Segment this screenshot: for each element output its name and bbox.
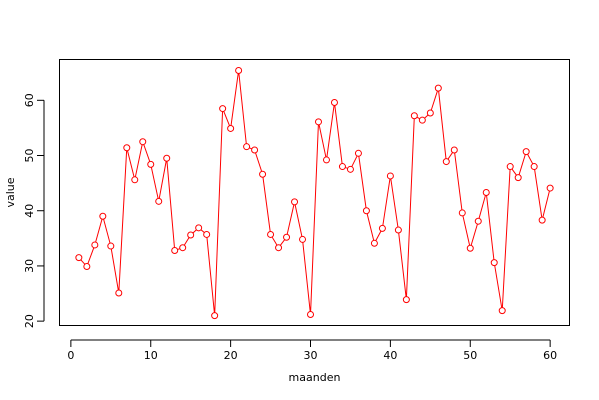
data-point [450,146,458,154]
x-axis: 0 10 20 30 40 50 60 [67,339,557,362]
x-axis-label: maanden [289,371,341,384]
data-point [291,198,299,206]
x-tick-label: 50 [463,349,477,362]
x-tick-label: 60 [543,349,557,362]
data-point [490,259,498,267]
x-tick-label: 30 [304,349,318,362]
data-point [139,138,147,146]
y-axis-label: value [4,177,17,207]
data-point [107,242,115,250]
data-point [426,109,434,117]
data-point [474,217,482,225]
data-point [506,163,514,171]
data-point [187,231,195,239]
data-point [155,197,163,205]
data-point [394,226,402,234]
x-tick-label: 40 [383,349,397,362]
data-point [538,216,546,224]
data-point [203,230,211,238]
data-point [418,116,426,124]
data-point [354,149,362,157]
data-point [211,312,219,320]
data-point [482,189,490,196]
data-point [434,84,442,92]
x-tick-label: 10 [144,349,158,362]
data-point [283,233,291,241]
data-point [307,311,315,319]
data-point [83,262,91,270]
data-point [466,244,474,252]
data-point [402,296,410,304]
data-point [370,239,378,247]
data-point [235,66,243,74]
data-point [123,144,131,152]
y-axis: 20 30 40 50 60 [23,93,45,328]
data-point [75,254,83,262]
data-point [498,307,506,315]
data-point [195,224,203,232]
data-point [115,289,123,297]
data-point [251,146,259,154]
x-tick-label: 0 [67,349,74,362]
y-tick-label: 30 [23,259,36,273]
data-point [362,207,370,215]
data-point [163,154,171,162]
data-point [171,246,179,254]
data-point [147,160,155,168]
data-point [267,230,275,238]
y-tick-label: 20 [23,314,36,328]
data-point [346,165,354,173]
y-tick-label: 40 [23,204,36,218]
data-point [219,105,227,113]
data-point [386,172,394,180]
plot-frame [59,59,570,326]
data-point [530,163,538,171]
data-point [259,170,267,178]
data-point [322,156,330,164]
data-point [546,184,554,192]
data-point [91,241,99,249]
data-point [227,124,235,132]
data-point [179,244,187,252]
data-point [299,235,307,243]
data-point [378,224,386,232]
y-tick-label: 50 [23,149,36,163]
data-point [338,163,346,171]
data-point [442,158,450,166]
data-point [522,148,530,156]
data-point [243,143,251,151]
data-point [514,174,522,182]
x-tick-label: 20 [224,349,238,362]
data-point [314,118,322,126]
series-line [78,70,551,316]
data-point [99,212,107,220]
data-point [410,112,418,120]
data-point [275,244,283,252]
series-points [75,66,554,320]
data-point [131,176,139,184]
y-tick-label: 60 [23,93,36,107]
data-point [330,99,338,107]
data-point [458,209,466,217]
